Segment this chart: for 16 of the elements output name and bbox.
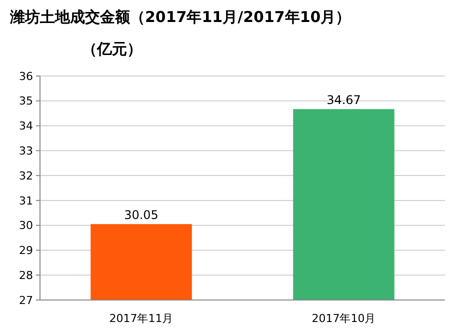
data-label: 30.05 (124, 208, 158, 222)
y-tick-label: 29 (19, 244, 33, 258)
y-tick-label: 27 (19, 294, 33, 307)
x-tick-label: 2017年11月 (109, 312, 174, 325)
y-tick-label: 33 (19, 144, 33, 158)
data-label: 34.67 (326, 93, 361, 108)
y-tick-label: 36 (19, 70, 33, 83)
y-tick-label: 30 (19, 219, 33, 232)
y-tick-label: 31 (19, 194, 33, 208)
chart-title: 潍坊土地成交金额（2017年11月/2017年10月） (9, 8, 351, 26)
y-tick-label: 28 (19, 268, 33, 282)
y-tick-label: 34 (19, 120, 33, 133)
y-tick-label: 32 (19, 169, 33, 182)
y-tick-label: 35 (19, 94, 33, 108)
chart-subtitle: （亿元） (82, 40, 142, 58)
x-tick-label: 2017年10月 (312, 312, 376, 325)
